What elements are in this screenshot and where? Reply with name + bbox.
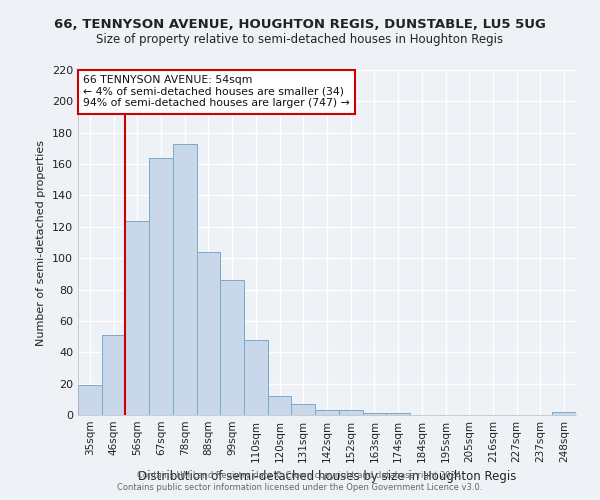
Text: 66 TENNYSON AVENUE: 54sqm
← 4% of semi-detached houses are smaller (34)
94% of s: 66 TENNYSON AVENUE: 54sqm ← 4% of semi-d… bbox=[83, 75, 350, 108]
Bar bbox=[173, 144, 197, 415]
Text: Size of property relative to semi-detached houses in Houghton Regis: Size of property relative to semi-detach… bbox=[97, 32, 503, 46]
Bar bbox=[78, 385, 102, 415]
Bar bbox=[125, 220, 149, 415]
Text: 66, TENNYSON AVENUE, HOUGHTON REGIS, DUNSTABLE, LU5 5UG: 66, TENNYSON AVENUE, HOUGHTON REGIS, DUN… bbox=[54, 18, 546, 30]
Bar bbox=[220, 280, 244, 415]
Bar bbox=[149, 158, 173, 415]
Bar bbox=[292, 404, 315, 415]
Bar bbox=[315, 410, 339, 415]
Text: Contains public sector information licensed under the Open Government Licence v3: Contains public sector information licen… bbox=[118, 484, 482, 492]
Bar bbox=[386, 414, 410, 415]
Bar bbox=[552, 412, 576, 415]
Bar bbox=[102, 335, 125, 415]
Text: Contains HM Land Registry data © Crown copyright and database right 2024.: Contains HM Land Registry data © Crown c… bbox=[137, 471, 463, 480]
Bar bbox=[244, 340, 268, 415]
Y-axis label: Number of semi-detached properties: Number of semi-detached properties bbox=[37, 140, 46, 346]
Bar bbox=[197, 252, 220, 415]
Bar bbox=[339, 410, 362, 415]
Bar bbox=[268, 396, 292, 415]
X-axis label: Distribution of semi-detached houses by size in Houghton Regis: Distribution of semi-detached houses by … bbox=[138, 470, 516, 484]
Bar bbox=[362, 414, 386, 415]
